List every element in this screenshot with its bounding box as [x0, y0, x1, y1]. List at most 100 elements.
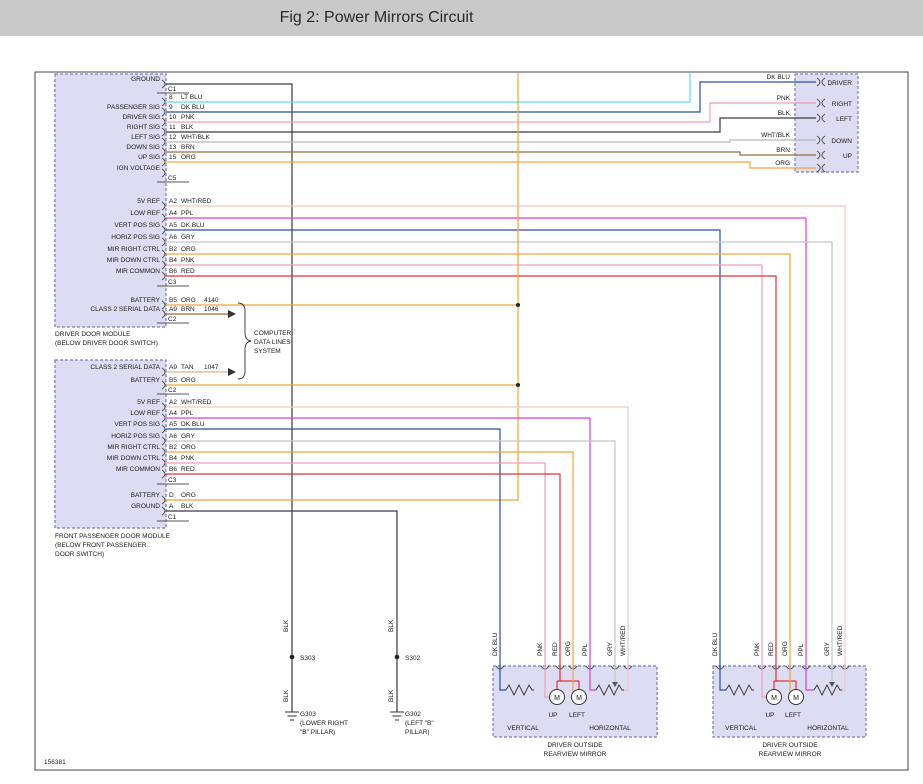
- driver-door-module-box: [54, 73, 167, 328]
- motor-direction-label: UP: [765, 712, 774, 719]
- mirror-caption: REARVIEW MIRROR: [759, 751, 822, 758]
- mirror-caption: DRIVER OUTSIDE: [762, 742, 818, 749]
- circuit-number: 4140: [204, 297, 219, 304]
- axis-label: HORIZONTAL: [589, 725, 631, 732]
- mirror-wire-pnk: [761, 666, 767, 698]
- switch-position-label: DRIVER: [827, 80, 852, 87]
- mirror-wire-pnk: [544, 666, 550, 698]
- motor-direction-label: UP: [548, 712, 557, 719]
- wire-dk-blu-driver-sig: [166, 81, 816, 113]
- pin-id: B6: [169, 268, 177, 275]
- pin-label: HORIZ POS SIG: [111, 234, 160, 241]
- ground-label: (LOWER RIGHT: [300, 720, 348, 727]
- pin-id: A9: [169, 364, 177, 371]
- connector-id: C3: [168, 279, 177, 286]
- mirror-wire-dk-blu: [719, 666, 726, 691]
- pin-label: RIGHT SIG: [127, 124, 160, 131]
- mirror-wire-dk-blu: [499, 666, 506, 691]
- wire-color-code: ORG: [181, 297, 196, 304]
- switch-position-label: DOWN: [831, 138, 852, 145]
- splice-label: S302: [405, 655, 421, 662]
- pin-id: 8: [169, 94, 173, 101]
- pin-label: LOW REF: [130, 210, 160, 217]
- mirror-switch-box: [794, 73, 859, 173]
- pin-label: BATTERY: [131, 377, 161, 384]
- wire-color-code: BLK: [778, 110, 791, 117]
- pin-label: DRIVER SIG: [122, 114, 160, 121]
- wire-color-code: ORG: [565, 641, 572, 656]
- mirror-wire-ppl: [805, 666, 814, 691]
- wire-ground-blk-passenger: [166, 510, 398, 712]
- wire-color-code: GRY: [824, 641, 831, 656]
- wire-org-up-sig: [166, 161, 816, 169]
- pin-id: 10: [169, 114, 177, 121]
- motor-vertical-icon: [766, 689, 782, 705]
- wire-gry-horizpos-right-mirror: [166, 241, 833, 666]
- switch-position-label: RIGHT: [832, 101, 852, 108]
- motor-letter: M: [771, 695, 777, 702]
- wire-color-code: ORG: [181, 492, 196, 499]
- switch-position-label: UP: [843, 153, 852, 160]
- wire-color-code: ORG: [181, 444, 196, 451]
- wire-ppl-lowref-right-mirror: [166, 217, 807, 666]
- pin-label: BATTERY: [131, 492, 161, 499]
- wire-color-code: WHT/BLK: [181, 134, 211, 141]
- wire-color-code: DK BLU: [181, 421, 205, 428]
- pin-id: 15: [169, 154, 177, 161]
- pin-id: B2: [169, 246, 177, 253]
- wire-color-code: PNK: [181, 114, 195, 121]
- wire-lt-blu-pin8: [166, 73, 691, 103]
- pin-id: A5: [169, 222, 177, 229]
- wire-wht-red-5vref-right-mirror: [166, 205, 846, 666]
- mirror-wire-red: [773, 666, 797, 689]
- wire-blk-right-sig: [166, 117, 816, 133]
- serial-data-arrow-icon: [228, 368, 236, 376]
- wire-org-rightctrl-right-mirror: [166, 253, 791, 666]
- motor-horizontal-icon: [788, 689, 804, 705]
- wire-ground-blk-driver: [166, 83, 293, 712]
- wire-color-code: PNK: [181, 455, 195, 462]
- wire-red-common-right-mirror: [166, 275, 777, 666]
- mirror-wire-wht-red: [624, 666, 629, 691]
- pin-label: MIR RIGHT CTRL: [107, 444, 160, 451]
- wire-pnk-sig: [166, 102, 816, 123]
- resistor-vertical-pot: [505, 683, 534, 697]
- note-text: DATA LINES: [254, 339, 291, 346]
- resistor-horizontal-pot: [813, 683, 842, 697]
- wire-org-rightctrl-left-mirror: [166, 451, 574, 666]
- wire-color-code: BLK: [388, 689, 395, 702]
- module-caption: FRONT PASSENGER DOOR MODULE: [55, 533, 171, 540]
- wire-red-common-left-mirror: [166, 473, 561, 666]
- pin-label: MIR COMMON: [116, 466, 160, 473]
- pin-id: A5: [169, 421, 177, 428]
- connector-id: C2: [168, 316, 177, 323]
- resistor-horizontal-pot: [595, 683, 624, 697]
- data-lines-brace: [237, 302, 252, 380]
- wire-wht-red-5vref-left-mirror: [166, 406, 629, 666]
- wire-color-code: PPL: [181, 410, 194, 417]
- wire-dk-blu-vertpos-right-mirror: [166, 229, 721, 666]
- pin-id: 11: [169, 124, 176, 131]
- splice-label: S303: [300, 655, 316, 662]
- wire-color-code: BLK: [283, 689, 290, 702]
- wire-color-code: DK BLU: [767, 74, 791, 81]
- pin-label: MIR DOWN CTRL: [107, 455, 160, 462]
- pin-label: MIR DOWN CTRL: [107, 257, 160, 264]
- ground-label: G303: [300, 711, 316, 718]
- wire-color-code: PPL: [798, 643, 805, 656]
- pin-label: HORIZ POS SIG: [111, 433, 160, 440]
- pin-id: B2: [169, 444, 177, 451]
- wire-color-code: LT BLU: [181, 94, 203, 101]
- motor-letter: M: [576, 695, 582, 702]
- wire-color-code: WHT/RED: [837, 625, 844, 656]
- connector-id: C3: [168, 477, 177, 484]
- wire-color-code: GRY: [181, 433, 196, 440]
- pin-id: A6: [169, 234, 177, 241]
- note-text: SYSTEM: [254, 348, 281, 355]
- motor-vertical-icon: [549, 689, 565, 705]
- junction-dot: [516, 303, 520, 307]
- pin-id: A6: [169, 433, 177, 440]
- splice-dot-s303: [289, 654, 295, 660]
- motor-direction-label: LEFT: [569, 712, 585, 719]
